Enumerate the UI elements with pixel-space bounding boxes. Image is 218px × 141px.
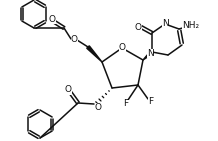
Text: N: N xyxy=(162,19,168,28)
Text: NH₂: NH₂ xyxy=(182,21,199,30)
Text: O: O xyxy=(48,15,56,24)
Text: F: F xyxy=(123,100,129,109)
Text: N: N xyxy=(147,49,153,58)
Text: O: O xyxy=(65,85,72,94)
Text: O: O xyxy=(70,36,78,45)
Text: O: O xyxy=(119,42,126,51)
Polygon shape xyxy=(87,46,102,62)
Polygon shape xyxy=(143,51,153,60)
Text: O: O xyxy=(135,23,141,31)
Text: F: F xyxy=(148,97,153,106)
Text: O: O xyxy=(94,103,102,112)
